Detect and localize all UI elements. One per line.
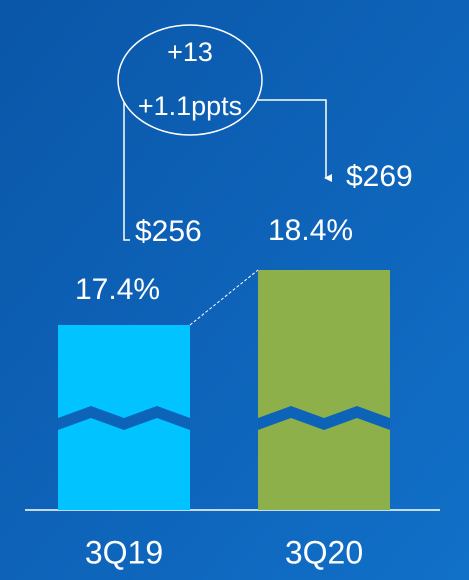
axis-break	[58, 406, 190, 430]
annotation: +1.1ppts	[138, 91, 242, 121]
share-label: 17.4%	[75, 273, 160, 306]
share-connector	[189, 269, 259, 326]
share-label: 18.4%	[268, 214, 353, 247]
value-label: $256	[135, 215, 202, 248]
callout-ellipse	[117, 24, 263, 136]
x-tick-label: 3Q20	[285, 534, 363, 570]
x-tick-label: 3Q19	[85, 534, 163, 570]
value-label: $269	[346, 160, 413, 193]
connector	[123, 102, 130, 241]
axis-break	[258, 406, 390, 430]
annotation: +13	[167, 37, 213, 67]
bar	[258, 270, 390, 510]
connector-arrow	[258, 99, 332, 182]
